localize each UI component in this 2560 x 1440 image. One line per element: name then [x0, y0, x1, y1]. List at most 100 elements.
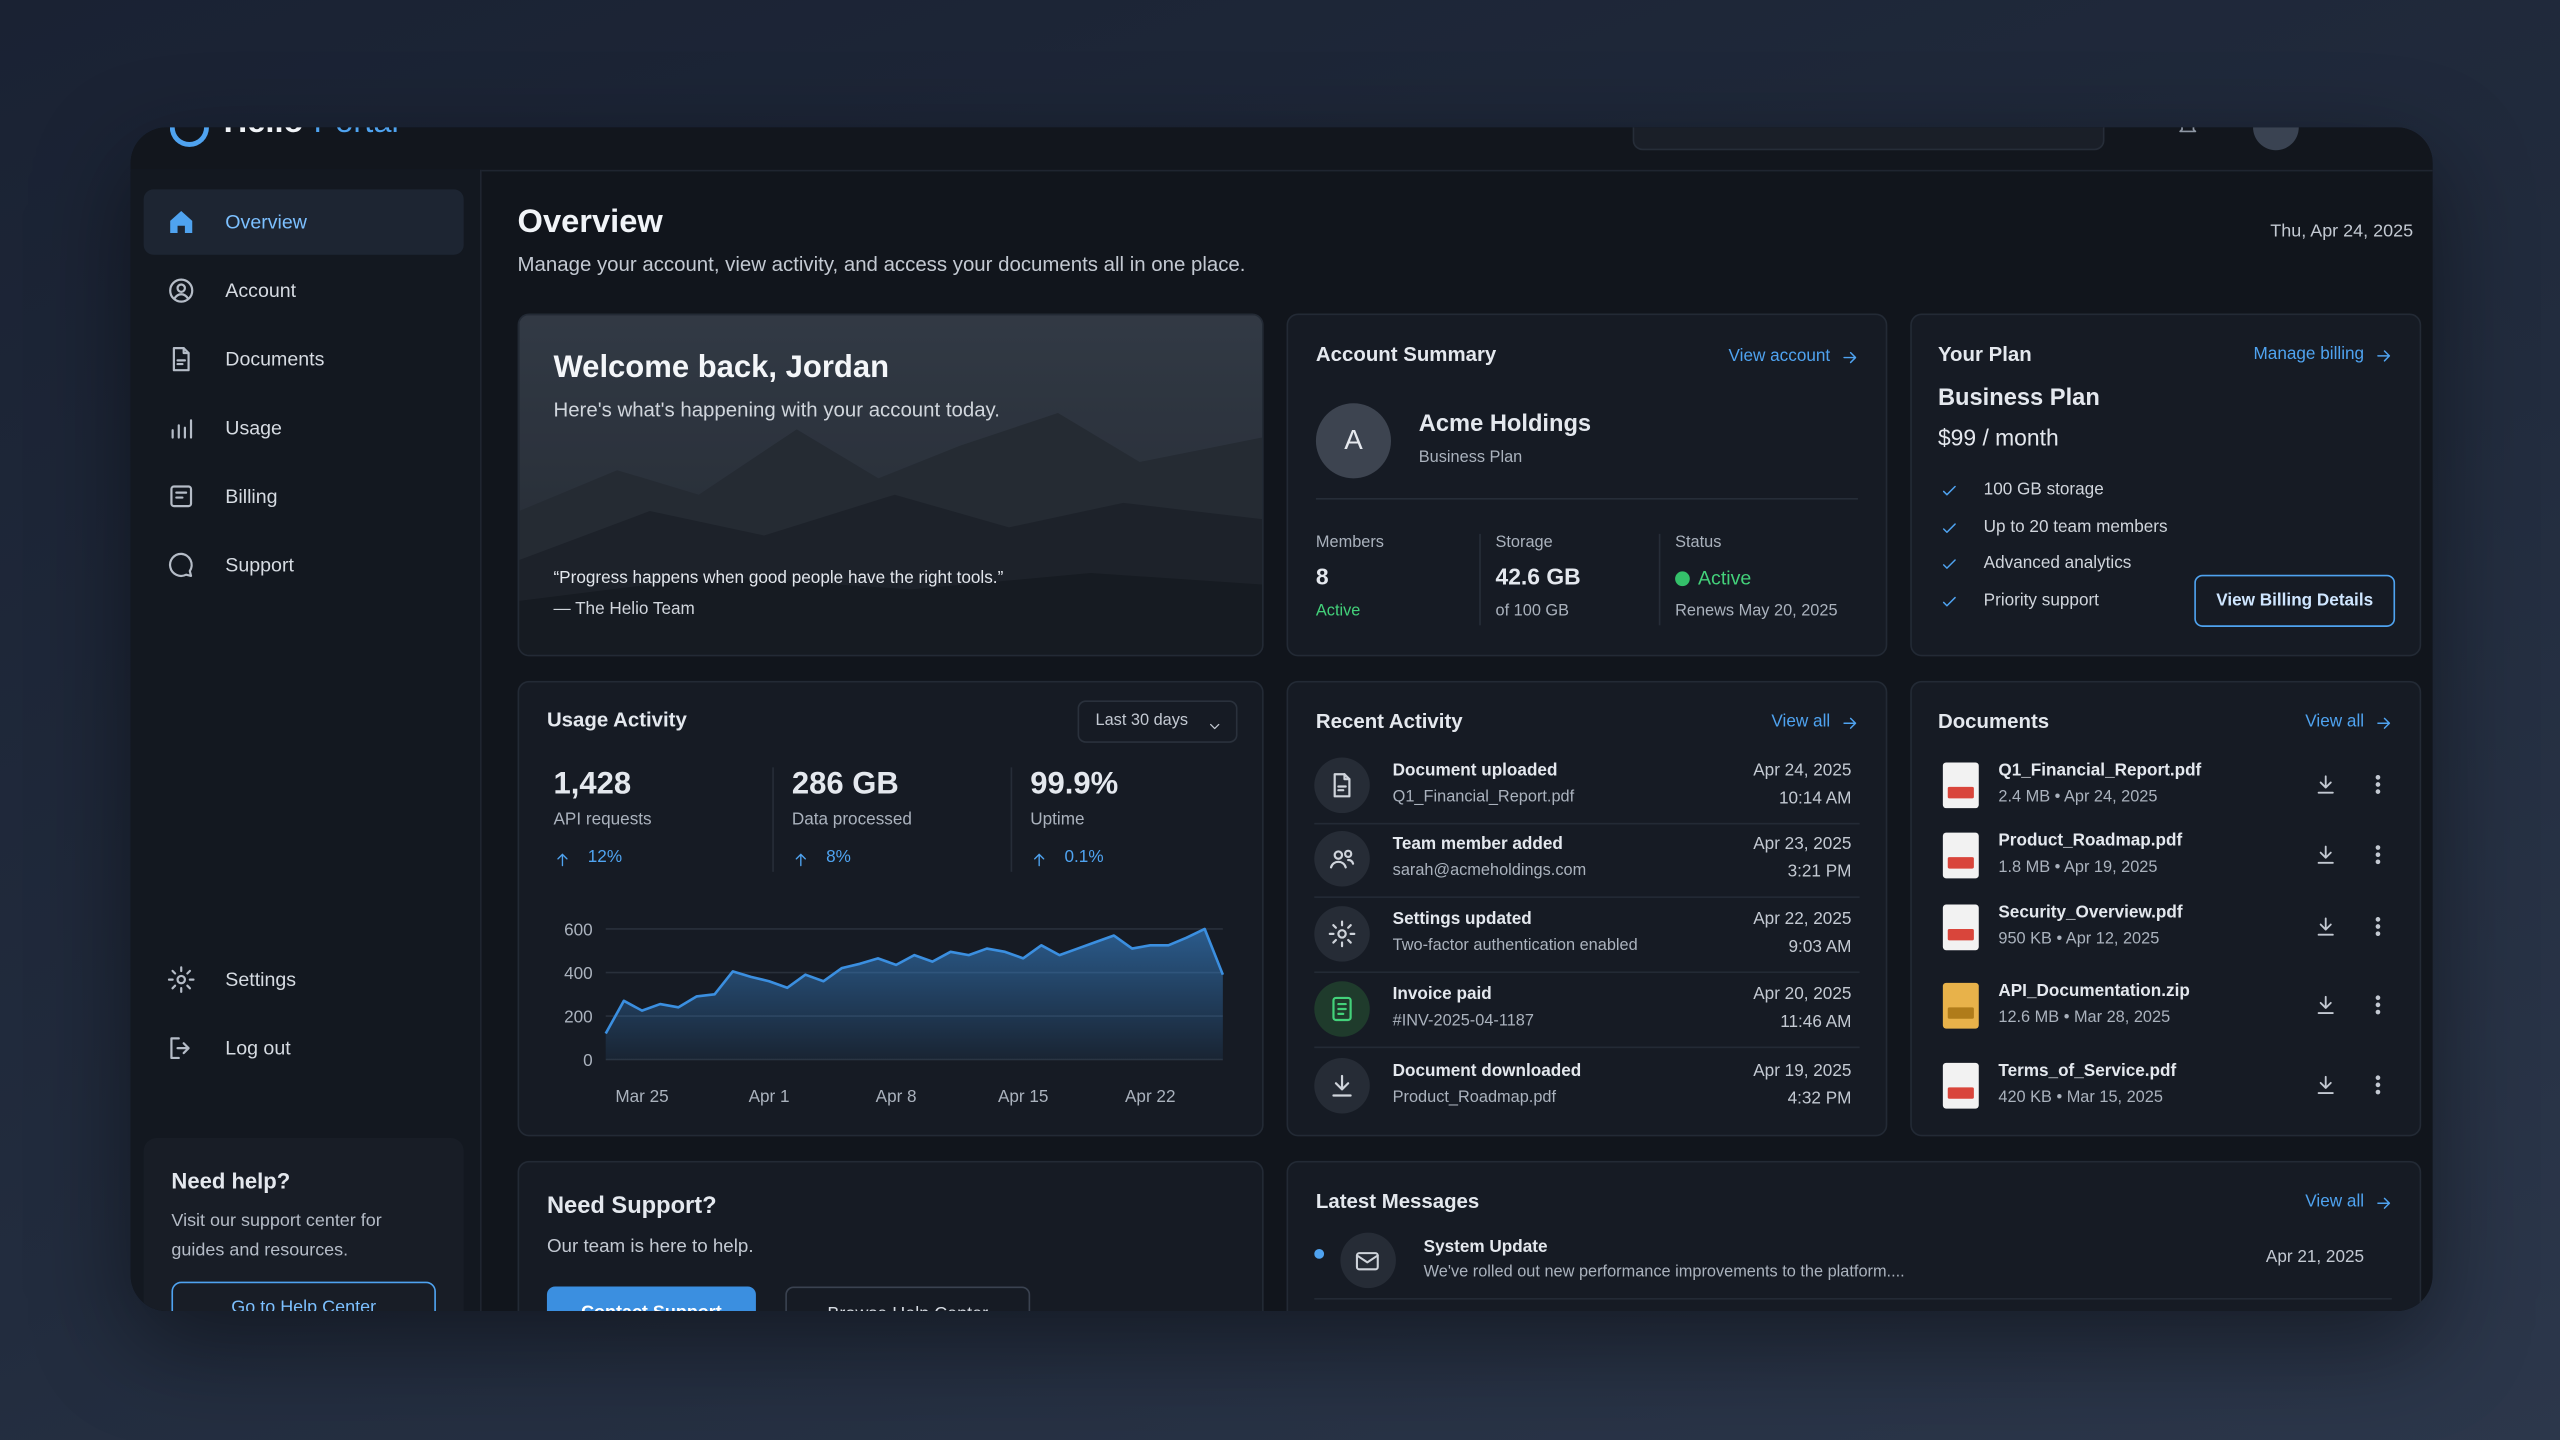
icon-download[interactable]: [2313, 1073, 2337, 1097]
document-meta: 420 KB • Mar 15, 2025: [1998, 1088, 2163, 1107]
nav-item[interactable]: Overview: [143, 189, 464, 255]
path-shape: [170, 211, 193, 234]
divider: [1314, 971, 1860, 974]
svg-shape: [169, 278, 194, 303]
link[interactable]: View all: [2305, 1191, 2365, 1212]
range-dropdown[interactable]: Last 30 days: [1077, 700, 1238, 743]
brand: Helio: [224, 127, 304, 142]
path-shape: [1333, 773, 1351, 798]
path-shape: [2317, 995, 2334, 1014]
divider: [1314, 1046, 1860, 1049]
icon-download[interactable]: [2313, 772, 2337, 796]
path-shape: [1355, 1254, 1379, 1264]
divider: [1315, 497, 1858, 500]
file-icon: [1942, 1062, 1979, 1109]
help-title: Need help?: [171, 1168, 291, 1194]
path-shape: [1942, 485, 1956, 496]
icon-bell[interactable]: [2176, 127, 2199, 137]
icon-home: [167, 207, 196, 236]
path-shape: [171, 419, 193, 439]
svg-shape: [1355, 1252, 1379, 1271]
icon-download[interactable]: [2313, 993, 2337, 1017]
icon-arrow[interactable]: [1840, 712, 1860, 732]
icon-arrow[interactable]: [1840, 346, 1860, 366]
circle-shape: [1343, 849, 1353, 859]
nav-item[interactable]: Usage: [144, 395, 464, 460]
nav-item[interactable]: Documents: [144, 327, 464, 392]
secondary-button[interactable]: Browse Help Center: [785, 1286, 1031, 1312]
icon-dots[interactable]: [2366, 993, 2390, 1017]
link[interactable]: View all: [1771, 711, 1831, 732]
nav-item[interactable]: Log out: [144, 1016, 464, 1081]
account-card: Account Summary View account A Acme Holding…: [1286, 313, 1888, 657]
icon-download[interactable]: [2313, 842, 2337, 866]
stat-sub: of 100 GB: [1495, 602, 1570, 621]
svg-shape: [1942, 596, 1956, 607]
svg-shape: [2317, 995, 2334, 1014]
document-meta: 950 KB • Apr 12, 2025: [1998, 930, 2160, 949]
welcome-card: Welcome back, Jordan Here's what's happen…: [517, 313, 1264, 657]
search-box[interactable]: [1632, 127, 2105, 151]
account-plan: Business Plan: [1418, 448, 1523, 467]
rect-shape: [1332, 996, 1352, 1022]
icon-check: [1940, 517, 1960, 537]
activity-title: Team member added: [1392, 834, 1563, 854]
svg-shape: [795, 853, 806, 867]
icon-download[interactable]: [2313, 914, 2337, 938]
document-name: Security_Overview.pdf: [1998, 902, 2183, 923]
link[interactable]: View all: [2305, 711, 2365, 732]
line: [604, 927, 1225, 1035]
svg-shape: [2375, 774, 2381, 794]
circle-shape: [2375, 1002, 2381, 1008]
circle-shape: [2375, 924, 2381, 929]
circle-shape: [2375, 995, 2381, 1001]
icon-up: [553, 847, 571, 867]
status-dot: [1675, 571, 1690, 587]
avatar[interactable]: [2253, 127, 2299, 151]
icon-arrow[interactable]: [2374, 1192, 2394, 1212]
circle-shape: [169, 278, 194, 303]
rect-shape: [170, 485, 193, 508]
activity-time: 10:14 AM: [1778, 788, 1852, 809]
support-card: Need Support? Our team is here to help. Co…: [517, 1160, 1264, 1312]
welcome-title: Welcome back, Jordan: [553, 351, 890, 386]
path-shape: [173, 293, 190, 300]
icon-arrow[interactable]: [2374, 344, 2394, 364]
help-box: Need help? Visit our support center for g…: [143, 1137, 464, 1312]
nav-label: Account: [225, 279, 297, 303]
svg-shape: [169, 552, 193, 578]
document-name: API_Documentation.zip: [1998, 981, 2190, 1001]
icon-arrow[interactable]: [2374, 712, 2394, 732]
link[interactable]: View account: [1728, 346, 1831, 366]
stat-change: 8%: [826, 847, 851, 867]
nav-item[interactable]: Support: [144, 532, 464, 597]
icon-dots[interactable]: [2366, 914, 2390, 938]
card-title: Usage Activity: [546, 708, 687, 732]
stat-label: Storage: [1495, 533, 1553, 552]
icon-bill: [167, 482, 196, 511]
plan-feature: Up to 20 team members: [1983, 517, 2168, 537]
icon-dots[interactable]: [2366, 772, 2390, 796]
path-shape: [1034, 853, 1045, 867]
brand-product: Portal: [313, 127, 398, 142]
stat-change: 12%: [587, 847, 623, 867]
help-button[interactable]: Go to Help Center: [171, 1281, 436, 1312]
icon-mail: [1353, 1247, 1381, 1275]
icon-dots[interactable]: [2366, 842, 2390, 866]
path-shape: [1332, 1074, 1352, 1097]
svg-shape: [2377, 350, 2391, 362]
link[interactable]: Manage billing: [2253, 344, 2365, 365]
account-name: Acme Holdings: [1418, 411, 1592, 438]
svg-shape: [519, 315, 1263, 655]
primary-button[interactable]: Contact Support: [546, 1286, 756, 1312]
icon-up: [1030, 847, 1048, 867]
activity-detail: Two-factor authentication enabled: [1392, 937, 1638, 956]
stat-label: Data processed: [791, 809, 912, 830]
nav-item[interactable]: Billing: [144, 464, 464, 529]
nav-item[interactable]: Settings: [144, 947, 464, 1012]
plan-button[interactable]: View Billing Details: [2194, 574, 2396, 627]
icon-dots[interactable]: [2366, 1073, 2390, 1097]
nav-item[interactable]: Account: [144, 258, 464, 323]
icon-chev: [1207, 713, 1223, 730]
